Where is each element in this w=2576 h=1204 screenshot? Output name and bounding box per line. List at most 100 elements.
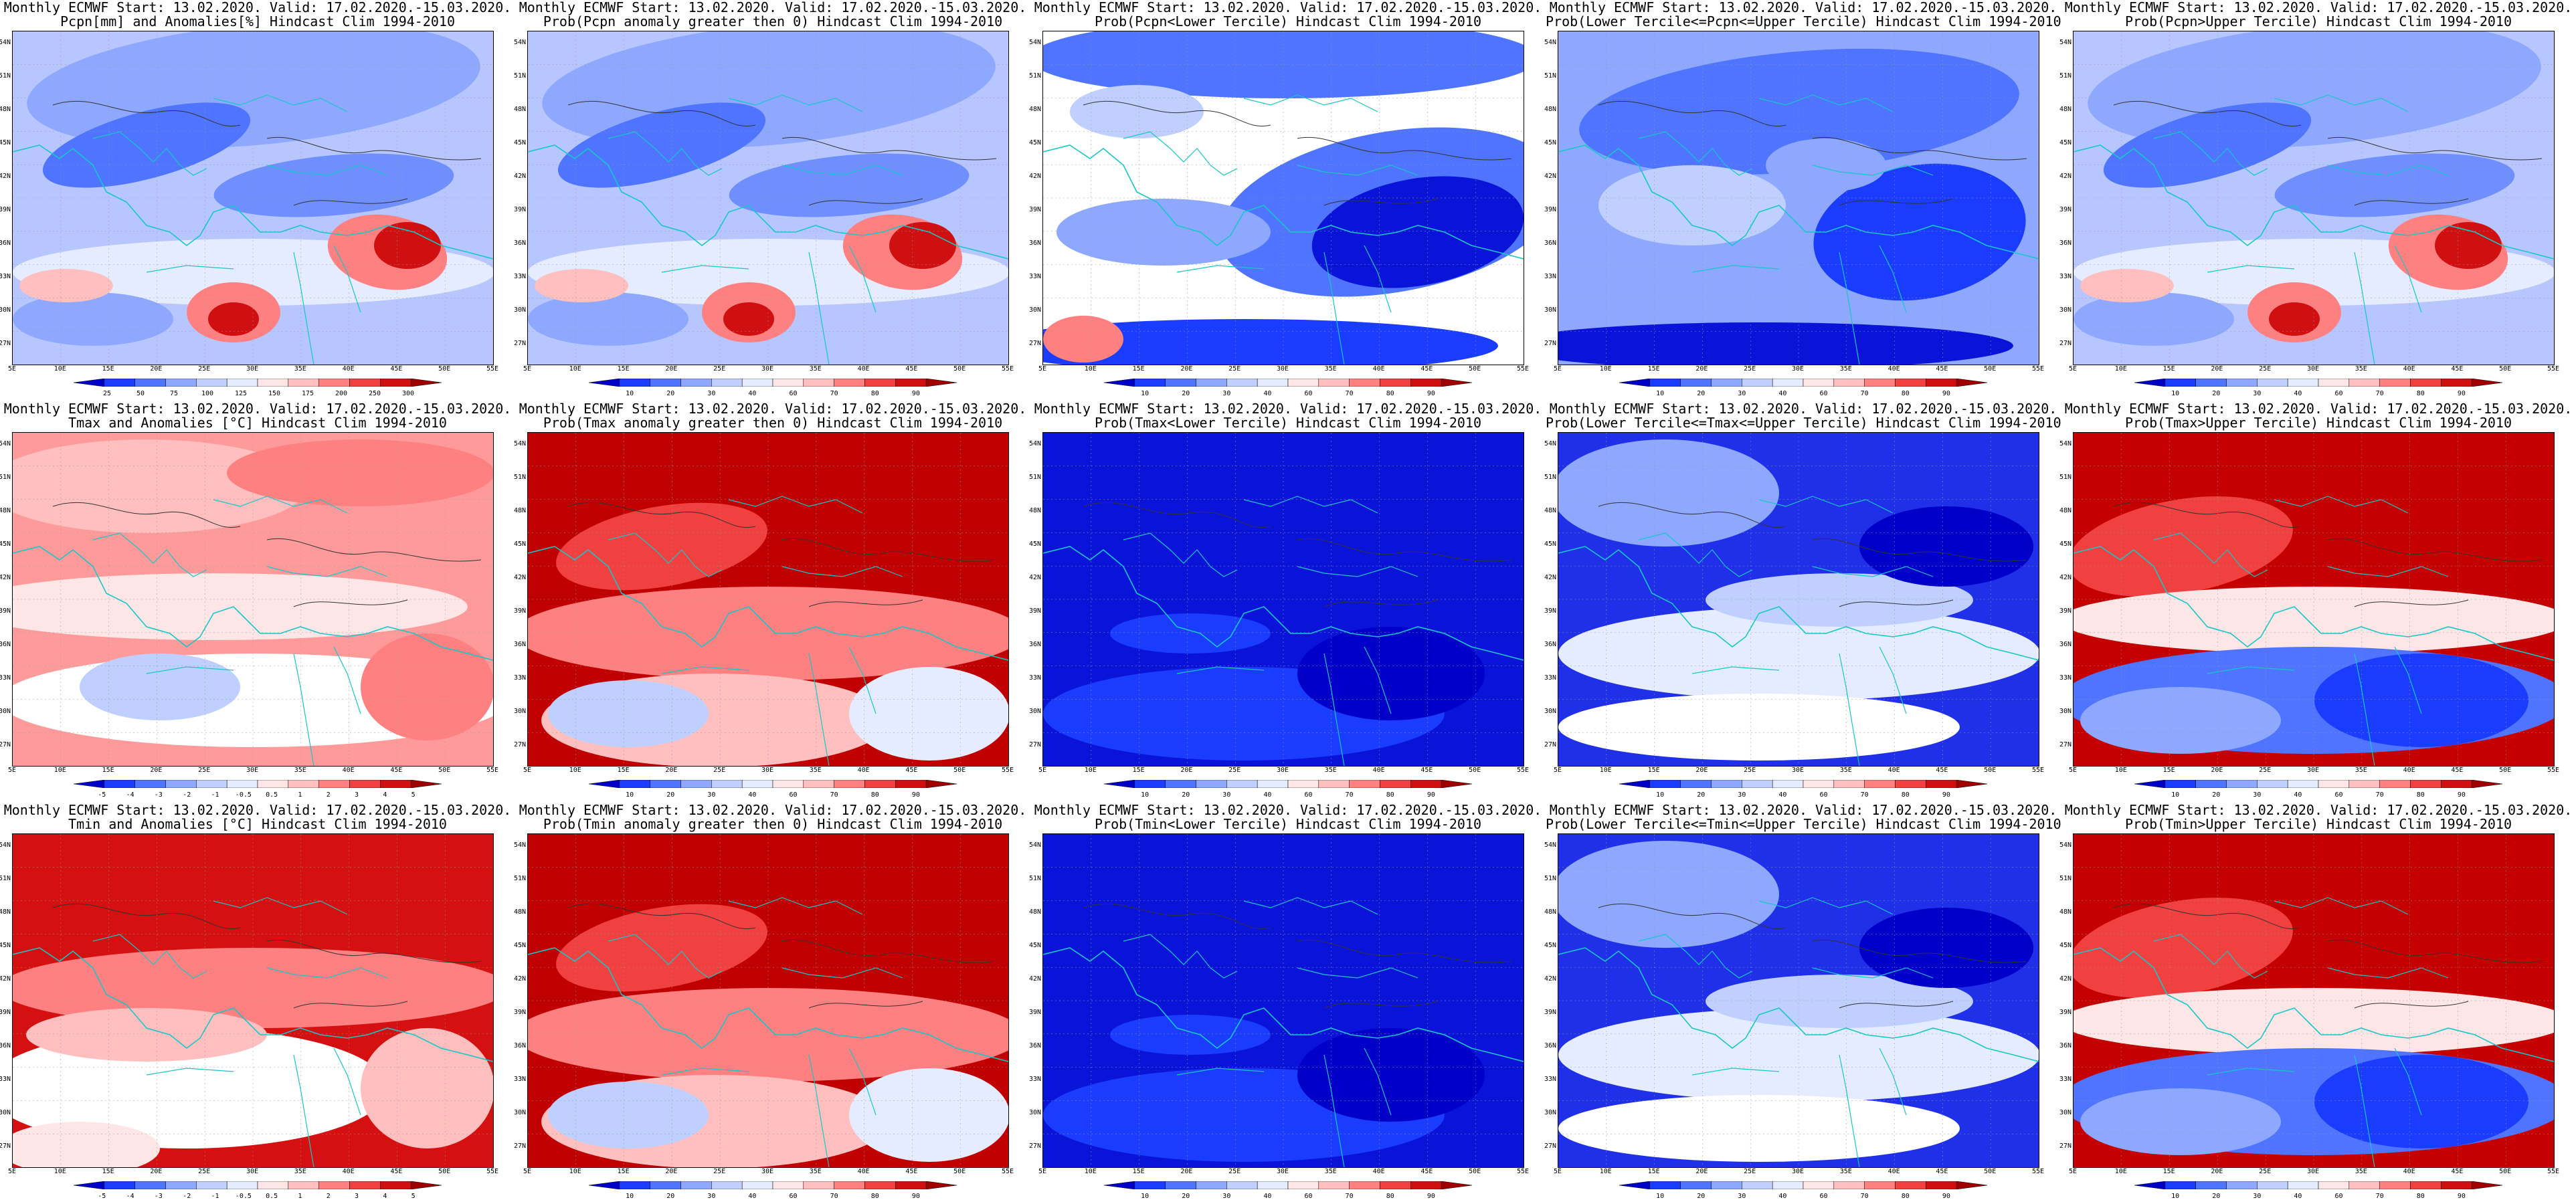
colorbar-tick-label: 40 xyxy=(2294,791,2302,799)
longitude-label: 20E xyxy=(1180,365,1193,373)
colorbar-swatch xyxy=(2318,379,2350,387)
colorbar-tick-label: 90 xyxy=(1427,791,1435,799)
latitude-label: 42N xyxy=(514,975,527,983)
colorbar-tick-label: 70 xyxy=(1345,390,1354,397)
latitude-label: 45N xyxy=(514,942,527,949)
colorbar-tick-label: 90 xyxy=(1942,791,1950,799)
colorbar-swatch xyxy=(1410,379,1442,387)
latitude-label: 30N xyxy=(514,306,527,314)
colorbar-tick-label: 90 xyxy=(2457,390,2466,397)
panel-title-line1: Monthly ECMWF Start: 13.02.2020. Valid: … xyxy=(3,401,512,417)
longitude-label: 55E xyxy=(1001,365,1014,373)
colorbar-tick-label: 70 xyxy=(830,1193,838,1200)
latitude-label: 27N xyxy=(1029,741,1042,748)
forecast-map-panel: Monthly ECMWF Start: 13.02.2020. Valid: … xyxy=(1544,803,2061,1204)
colorbar-tick-label: 80 xyxy=(2416,791,2425,799)
longitude-label: 25E xyxy=(2259,365,2272,373)
colorbar-swatch xyxy=(1410,1181,1442,1189)
longitude-label: 35E xyxy=(809,365,822,373)
latitude-label: 27N xyxy=(514,340,527,347)
longitude-label: 30E xyxy=(1276,1168,1289,1175)
colorbar-swatch xyxy=(1196,1181,1227,1189)
colorbar-tick-label: 40 xyxy=(748,390,757,397)
colorbar-swatch xyxy=(1134,780,1166,788)
colorbar-tick-label: 70 xyxy=(1860,390,1869,397)
colorbar-tick-label: 175 xyxy=(301,390,314,397)
longitude-label: 10E xyxy=(569,767,581,774)
longitude-label: 15E xyxy=(2163,1168,2175,1175)
longitude-label: 25E xyxy=(1228,767,1241,774)
colorbar-swatch xyxy=(1104,1181,1135,1189)
map-plot-area xyxy=(527,31,1009,365)
latitude-label: 48N xyxy=(0,106,11,113)
colorbar-swatch xyxy=(134,1181,166,1189)
colorbar-tick-label: -2 xyxy=(183,791,191,799)
longitude-label: 10E xyxy=(1084,365,1097,373)
longitude-label: 30E xyxy=(2306,1168,2320,1175)
latitude-label: 39N xyxy=(1029,1009,1042,1016)
longitude-label: 25E xyxy=(713,1168,726,1175)
longitude-label: 45E xyxy=(905,1168,918,1175)
longitude-label: 20E xyxy=(2211,767,2223,774)
panel-title-line2: Prob(Pcpn>Upper Tercile) Hindcast Clim 1… xyxy=(2125,13,2512,29)
longitude-label: 55E xyxy=(2547,767,2560,774)
longitude-label: 30E xyxy=(246,1168,259,1175)
panel-title-line1: Monthly ECMWF Start: 13.02.2020. Valid: … xyxy=(1549,401,2057,417)
longitude-label: 40E xyxy=(1372,1168,1385,1175)
colorbar-swatch xyxy=(2318,1181,2350,1189)
latitude-label: 30N xyxy=(514,1109,527,1116)
colorbar-tick-label: 250 xyxy=(368,390,381,397)
colorbar-swatch xyxy=(1441,1181,1472,1189)
colorbar-swatch xyxy=(2257,379,2288,387)
colorbar-swatch xyxy=(2134,780,2166,788)
latitude-label: 36N xyxy=(2059,641,2072,648)
colorbar-tick-label: 40 xyxy=(1778,390,1787,397)
longitude-label: 55E xyxy=(1516,767,1530,774)
latitude-label: 33N xyxy=(1544,674,1557,682)
latitude-label: 27N xyxy=(0,340,11,347)
latitude-label: 42N xyxy=(2059,975,2072,983)
latitude-label: 51N xyxy=(0,72,11,80)
longitude-label: 25E xyxy=(713,365,726,373)
map-plot-area xyxy=(12,31,494,365)
longitude-label: 20E xyxy=(150,365,163,373)
colorbar-swatch xyxy=(226,1181,258,1189)
map-plot-area xyxy=(1042,31,1524,365)
latitude-label: 54N xyxy=(1029,841,1042,849)
colorbar-swatch xyxy=(650,379,681,387)
panel-title-line2: Prob(Pcpn anomaly greater then 0) Hindca… xyxy=(543,13,1003,29)
colorbar-swatch xyxy=(1226,780,1258,788)
colorbar-swatch xyxy=(1926,780,1957,788)
latitude-label: 45N xyxy=(514,139,527,146)
colorbar-tick-label: 60 xyxy=(1304,390,1313,397)
latitude-label: 51N xyxy=(2059,875,2072,882)
longitude-label: 5E xyxy=(7,1168,17,1175)
colorbar-tick-label: -3 xyxy=(154,791,163,799)
latitude-label: 42N xyxy=(0,574,11,581)
longitude-label: 30E xyxy=(761,365,774,373)
latitude-label: 27N xyxy=(2059,741,2072,748)
longitude-label: 10E xyxy=(54,1168,66,1175)
longitude-label: 45E xyxy=(2451,365,2464,373)
colorbar-tick-label: -2 xyxy=(183,1193,191,1200)
colorbar-swatch xyxy=(1441,780,1472,788)
longitude-label: 20E xyxy=(1695,365,1708,373)
latitude-label: 51N xyxy=(1544,72,1557,80)
forecast-map-panel: Monthly ECMWF Start: 13.02.2020. Valid: … xyxy=(2059,401,2576,803)
colorbar-tick-label: 20 xyxy=(1182,791,1190,799)
colorbar-tick-label: 10 xyxy=(626,791,634,799)
longitude-label: 30E xyxy=(761,1168,774,1175)
latitude-label: 42N xyxy=(2059,173,2072,180)
colorbar-swatch xyxy=(1318,379,1350,387)
map-svg xyxy=(1558,433,2039,766)
colorbar-tick-label: 80 xyxy=(1386,1193,1394,1200)
latitude-label: 54N xyxy=(1029,440,1042,447)
latitude-label: 54N xyxy=(2059,440,2072,447)
colorbar-tick-label: 40 xyxy=(2294,1193,2302,1200)
colorbar-swatch xyxy=(1619,379,1651,387)
colorbar-tick-label: 40 xyxy=(2294,390,2302,397)
colorbar-swatch xyxy=(834,780,865,788)
colorbar-swatch xyxy=(1926,1181,1957,1189)
longitude-label: 5E xyxy=(2068,365,2078,373)
colorbar-swatch xyxy=(1134,379,1166,387)
